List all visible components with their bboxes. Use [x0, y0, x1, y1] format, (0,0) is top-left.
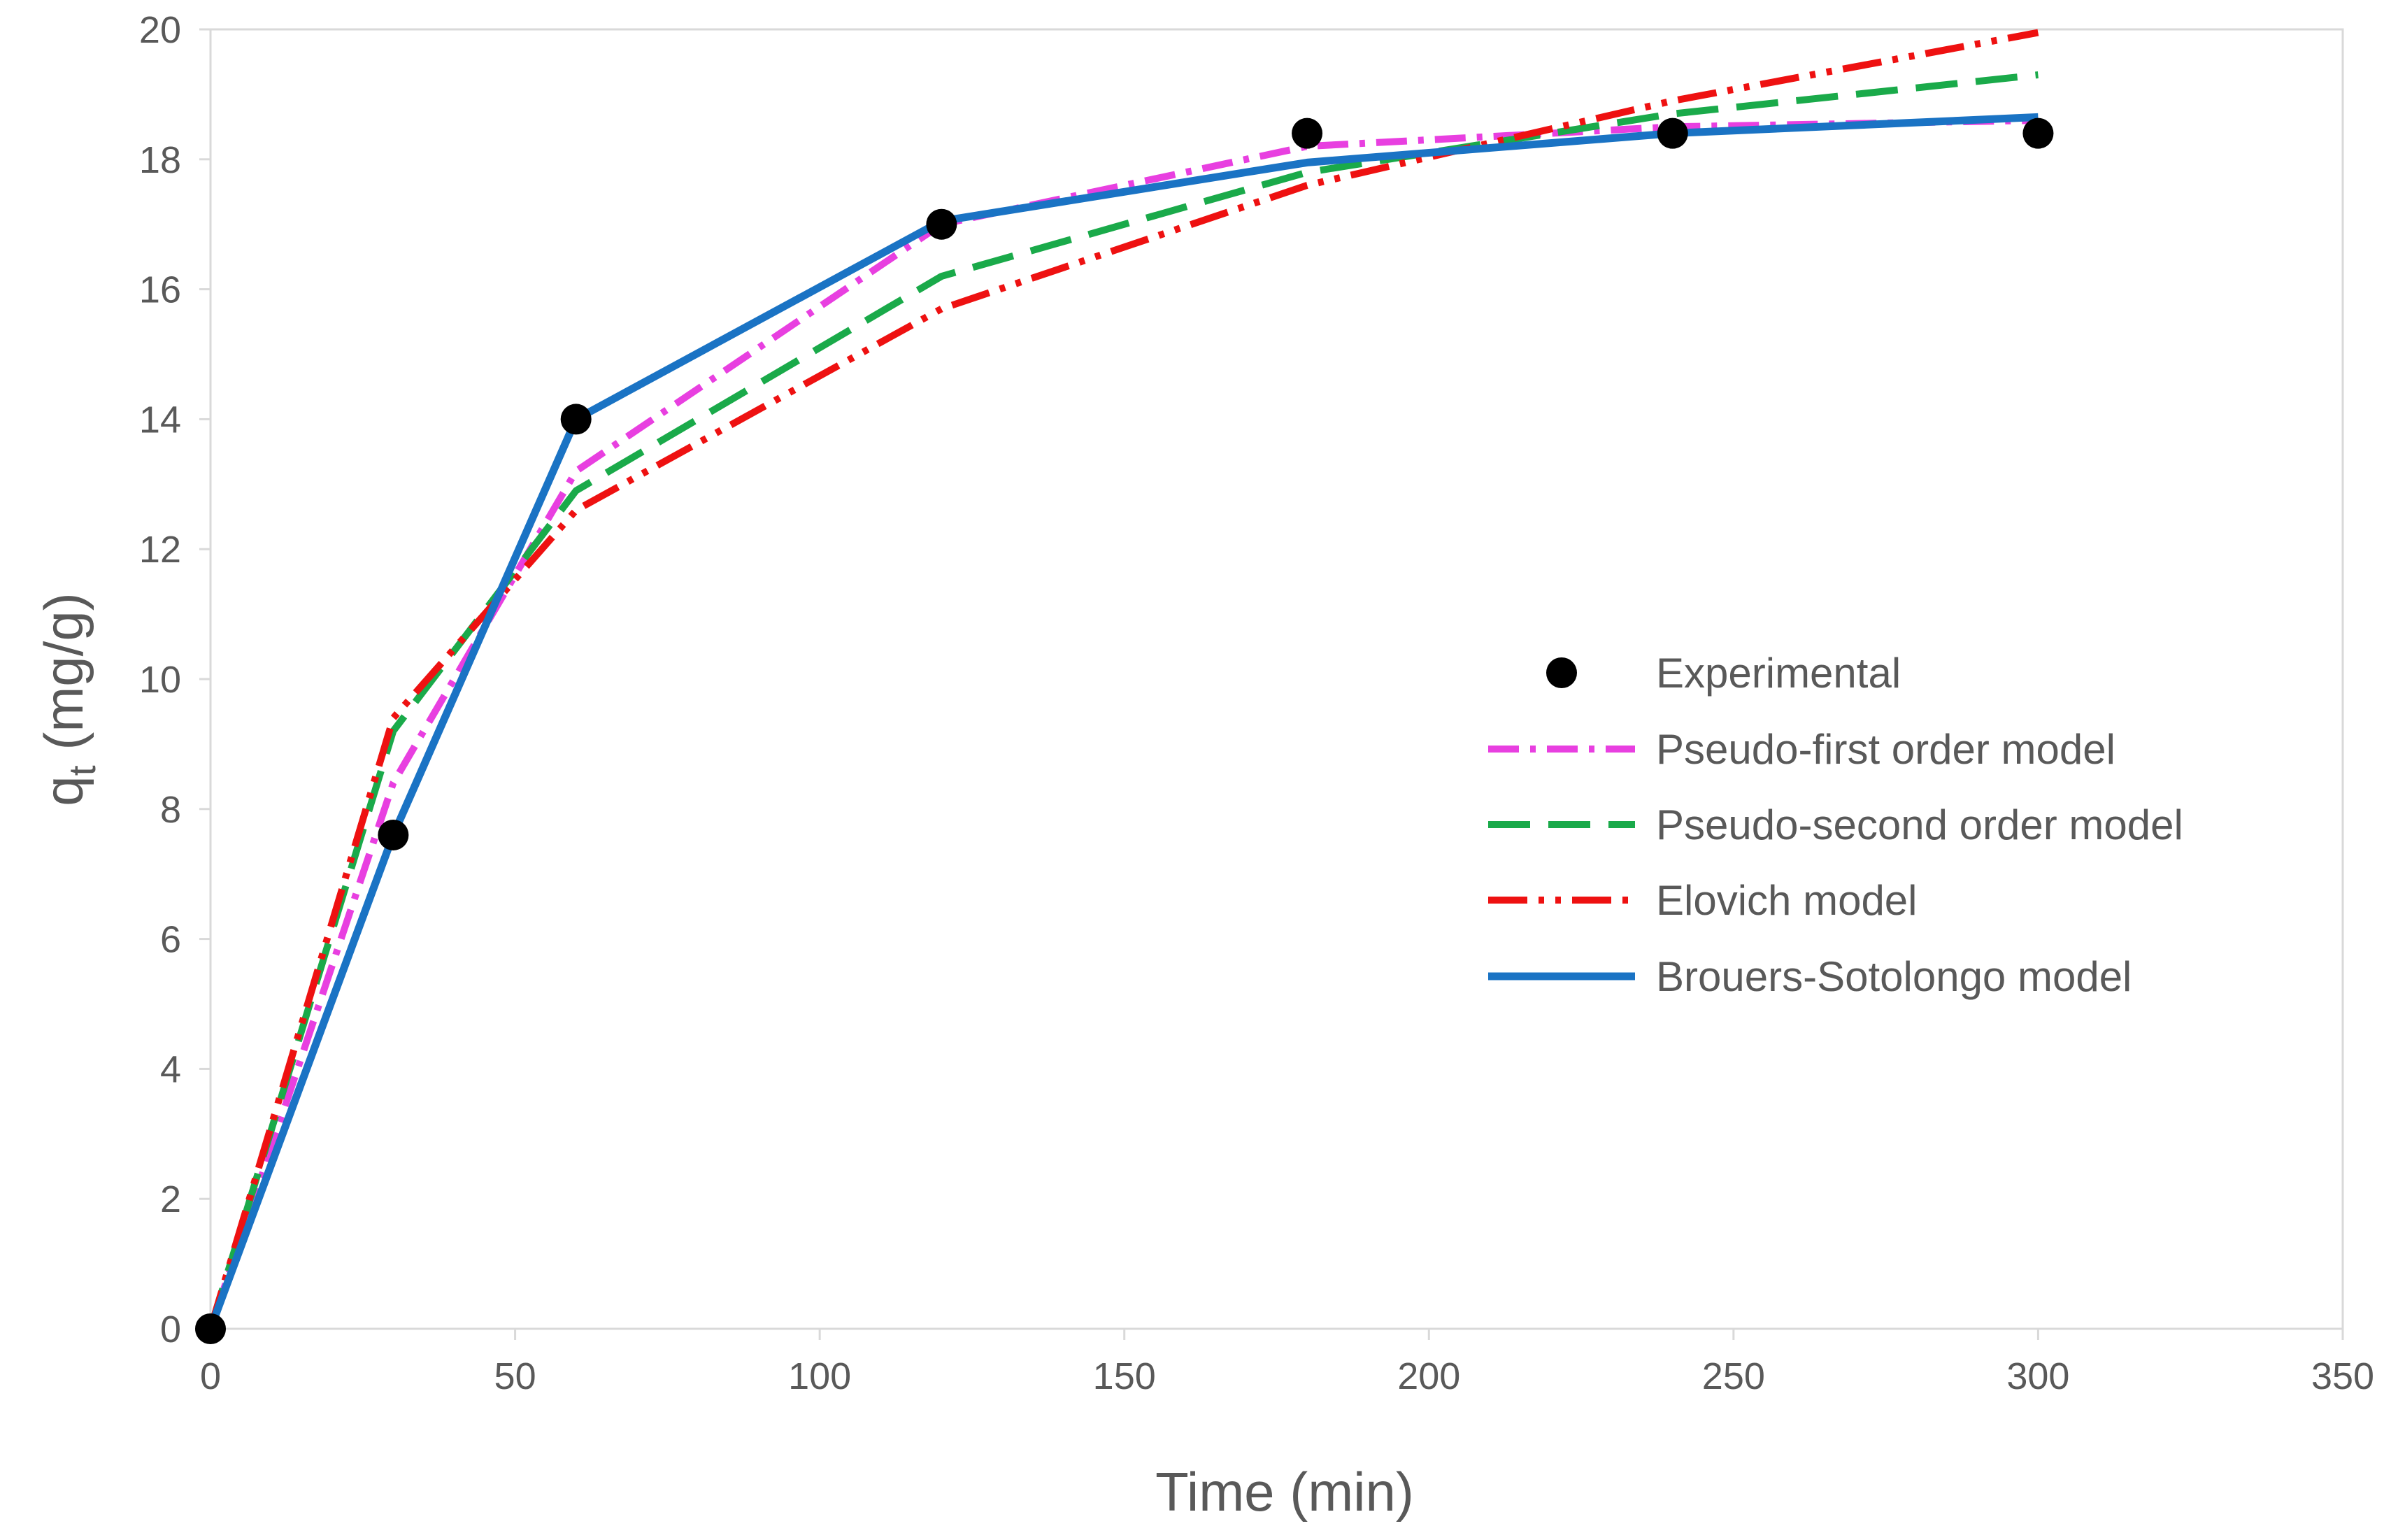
x-tick-label: 350: [2311, 1355, 2374, 1397]
experimental-point: [378, 819, 409, 850]
x-tick-label: 200: [1397, 1355, 1460, 1397]
x-tick-label: 150: [1093, 1355, 1156, 1397]
legend-label-brouers-sotolongo-model: Brouers-Sotolongo model: [1656, 953, 2132, 1000]
y-axis-title: qt (mg/g): [33, 592, 104, 806]
y-axis-title-subscript: t: [62, 765, 104, 776]
experimental-point: [1292, 117, 1323, 149]
y-tick-label: 6: [160, 919, 181, 961]
plot-area-frame: [209, 28, 2344, 1330]
y-axis-title-unit: (mg/g): [33, 592, 94, 765]
x-tick-label: 0: [200, 1355, 221, 1397]
y-tick-label: 12: [139, 529, 181, 571]
y-tick-label: 14: [139, 399, 181, 441]
series-line-pseudo-first-order-model: [207, 117, 2039, 1330]
experimental-point: [195, 1313, 226, 1344]
legend-marker-experimental: [1546, 657, 1577, 688]
legend-label-pseudo-second-order-model: Pseudo-second order model: [1656, 801, 2183, 848]
y-tick-label: 18: [139, 139, 181, 181]
y-tick-label: 4: [160, 1048, 181, 1090]
experimental-point: [926, 208, 957, 240]
experimental-point: [2022, 117, 2054, 149]
legend-label-elovich-model: Elovich model: [1656, 877, 1918, 924]
y-tick-label: 10: [139, 659, 181, 701]
legend-label-experimental: Experimental: [1656, 650, 1901, 697]
x-tick-label: 250: [1702, 1355, 1765, 1397]
y-axis-title-main: q: [33, 776, 94, 806]
experimental-point: [1657, 117, 1688, 149]
legend-label-pseudo-first-order-model: Pseudo-first order model: [1656, 726, 2115, 773]
y-tick-label: 16: [139, 269, 181, 311]
x-tick-label: 300: [2006, 1355, 2069, 1397]
x-tick-label: 50: [494, 1355, 536, 1397]
x-axis-title: Time (min): [1155, 1461, 1414, 1523]
experimental-point: [560, 404, 592, 435]
y-tick-label: 20: [139, 9, 181, 51]
y-tick-label: 8: [160, 789, 181, 831]
x-tick-label: 100: [788, 1355, 851, 1397]
series-line-pseudo-second-order-model: [207, 71, 2039, 1330]
y-tick-label: 2: [160, 1178, 181, 1220]
series-line-brouers-sotolongo-model: [206, 113, 2039, 1330]
y-tick-label: 0: [160, 1309, 181, 1350]
